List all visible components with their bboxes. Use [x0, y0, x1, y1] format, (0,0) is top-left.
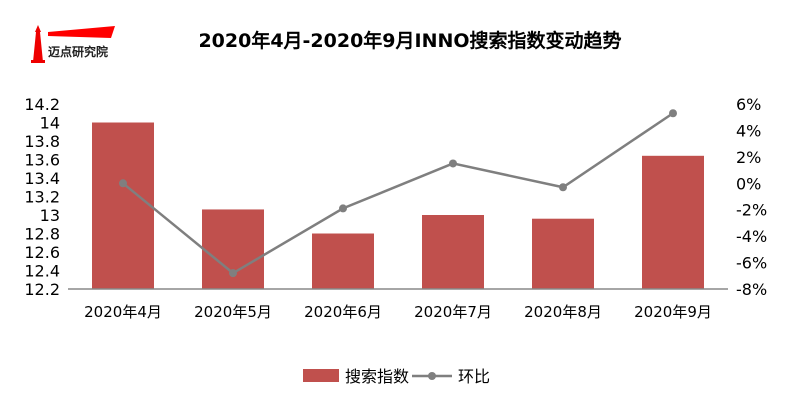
svg-text:迈点研究院: 迈点研究院 [48, 44, 108, 59]
x-axis-tick-label: 2020年6月 [304, 303, 382, 321]
logo: 迈点研究院 [28, 22, 123, 64]
right-axis-tick-label: -4% [736, 227, 767, 246]
left-axis-tick-label: 13.6 [24, 151, 60, 170]
line-point-1 [229, 269, 237, 278]
left-axis-tick-label: 12.2 [24, 280, 60, 299]
legend-swatch-marker [428, 372, 436, 380]
x-axis-tick-label: 2020年4月 [84, 303, 162, 321]
left-axis-tick-label: 13.8 [24, 132, 60, 151]
left-axis-tick-label: 12.8 [24, 225, 60, 244]
right-axis-tick-label: -8% [736, 280, 767, 299]
chart-title: 2020年4月-2020年9月INNO搜索指数变动趋势 [198, 30, 622, 52]
bar-0 [92, 122, 154, 289]
left-axis-tick-label: 14.2 [24, 95, 60, 114]
left-axis-tick-label: 14 [40, 114, 60, 133]
line-point-5 [669, 109, 677, 118]
line-point-4 [559, 183, 567, 192]
legend-swatch-bar [303, 369, 339, 382]
left-axis-tick-label: 13.4 [24, 169, 60, 188]
left-axis-tick-label: 13.2 [24, 188, 60, 207]
x-axis-tick-label: 2020年8月 [524, 303, 602, 321]
right-axis-tick-label: 6% [736, 95, 761, 114]
bar-3 [422, 215, 484, 289]
x-axis-tick-label: 2020年9月 [634, 303, 712, 321]
right-axis-tick-label: 0% [736, 174, 761, 193]
bar-5 [642, 155, 704, 289]
line-point-0 [119, 179, 127, 188]
bar-2 [312, 233, 374, 289]
legend-label-bar: 搜索指数 [345, 367, 409, 386]
right-axis-tick-label: -6% [736, 254, 767, 273]
right-axis-tick-label: 4% [736, 121, 761, 140]
right-axis-tick-label: -2% [736, 201, 767, 220]
bar-4 [532, 218, 594, 289]
left-axis-tick-label: 12.6 [24, 243, 60, 262]
lighthouse-logo-icon: 迈点研究院 [31, 25, 115, 63]
line-point-2 [339, 204, 347, 213]
line-series-huanbi [122, 112, 674, 275]
x-axis-tick-label: 2020年5月 [194, 303, 272, 321]
legend-label-line: 环比 [458, 367, 490, 386]
x-axis-tick-label: 2020年7月 [414, 303, 492, 321]
left-axis-tick-label: 13 [40, 206, 60, 225]
line-point-3 [449, 159, 457, 168]
right-axis-tick-label: 2% [736, 148, 761, 167]
left-axis-tick-label: 12.4 [24, 262, 60, 281]
